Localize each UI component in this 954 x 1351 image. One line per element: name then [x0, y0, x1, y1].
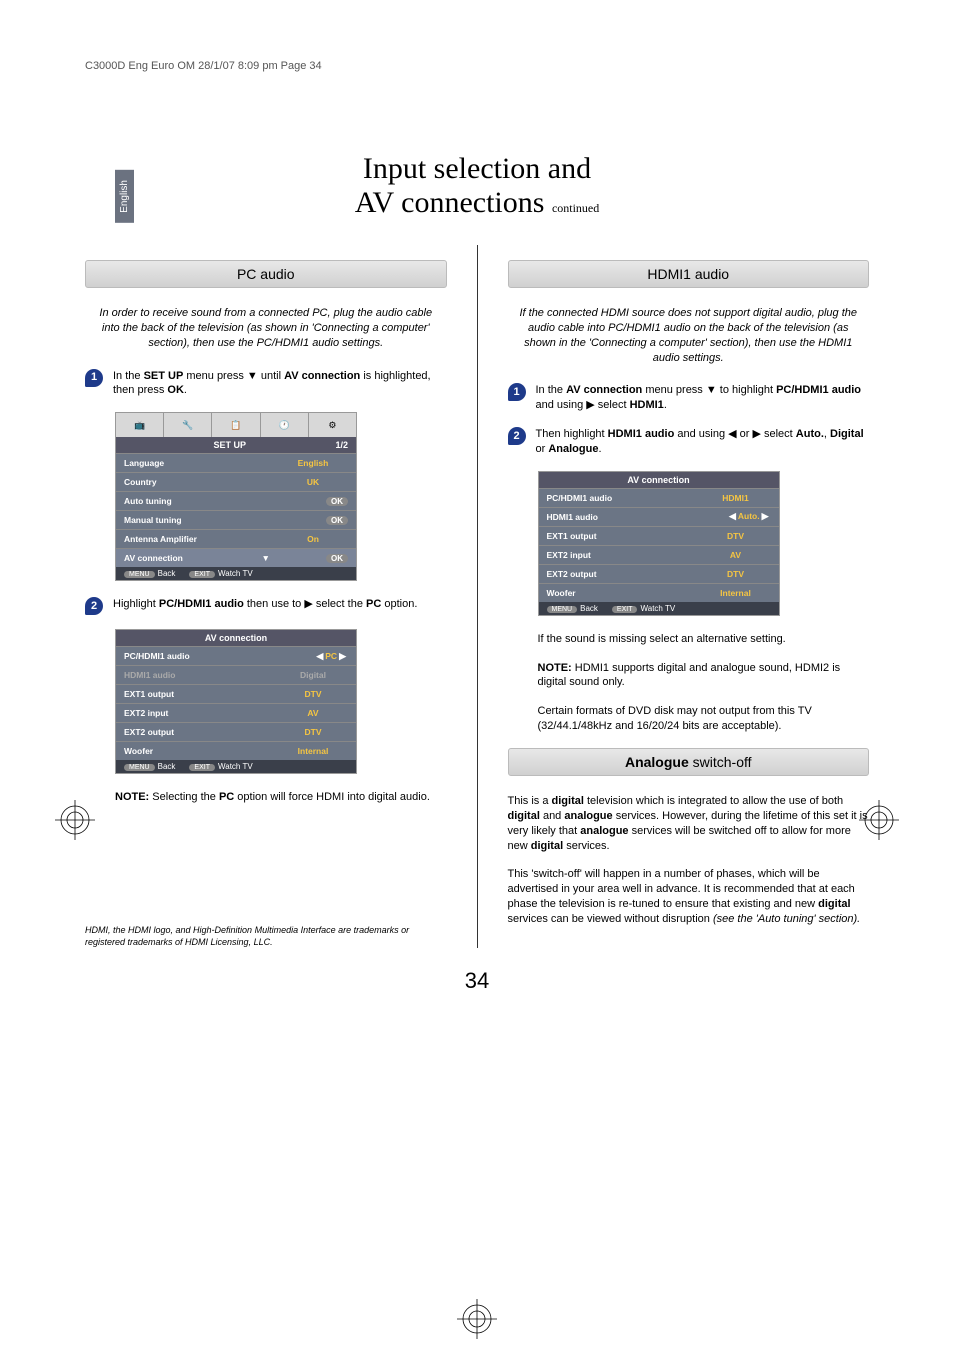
- right-column: HDMI1 audio If the connected HDMI source…: [508, 260, 870, 948]
- osd-row: EXT2 inputAV: [539, 545, 779, 564]
- column-divider: [477, 245, 478, 948]
- title-line-1: Input selection and: [363, 152, 591, 185]
- hdmi1-intro: If the connected HDMI source does not su…: [518, 306, 860, 365]
- osd-footer: MENUBack EXITWatch TV: [116, 760, 356, 773]
- osd-footer: MENUBack EXITWatch TV: [539, 602, 779, 615]
- osd-row: Manual tuningOK: [116, 510, 356, 529]
- osd-row-star: ★ HDMI1 audio◀Auto.▶: [539, 507, 779, 526]
- step-1-right-text: In the AV connection menu press ▼ to hig…: [536, 383, 870, 413]
- osd-row: EXT2 inputAV: [116, 703, 356, 722]
- osd-row: WooferInternal: [539, 583, 779, 602]
- para-dvd-formats: Certain formats of DVD disk may not outp…: [538, 704, 870, 734]
- note-hdmi: NOTE: HDMI1 supports digital and analogu…: [538, 661, 870, 691]
- header-line: C3000D Eng Euro OM 28/1/07 8:09 pm Page …: [85, 60, 869, 72]
- title-line-2: AV connections: [355, 186, 545, 219]
- crop-mark-bottom: [457, 1299, 497, 1339]
- para-analogue-1: This is a digital television which is in…: [508, 794, 870, 853]
- step-2-text: Highlight PC/HDMI1 audio then use to ▶ s…: [113, 597, 417, 615]
- osd-title: AV connection: [116, 630, 356, 646]
- osd-row-selected: AV connection▼OK: [116, 548, 356, 567]
- crop-mark-left: [55, 800, 95, 840]
- step-2-right-text: Then highlight HDMI1 audio and using ◀ o…: [536, 427, 870, 457]
- osd-row: Antenna AmplifierOn: [116, 529, 356, 548]
- page-title: Input selection and AV connections conti…: [85, 152, 869, 220]
- osd-row: WooferInternal: [116, 741, 356, 760]
- osd-row: EXT1 outputDTV: [539, 526, 779, 545]
- osd-row: PC/HDMI1 audio◀PC▶: [116, 646, 356, 665]
- para-missing-sound: If the sound is missing select an altern…: [538, 632, 870, 647]
- osd-row: CountryUK: [116, 472, 356, 491]
- osd-row: EXT2 outputDTV: [116, 722, 356, 741]
- osd-row: EXT1 outputDTV: [116, 684, 356, 703]
- step-badge-2: 2: [508, 427, 526, 445]
- osd-tab-icon: 📋: [212, 413, 260, 437]
- osd-tab-icon: 🔧: [164, 413, 212, 437]
- osd-row: EXT2 outputDTV: [539, 564, 779, 583]
- language-tab: English: [115, 170, 134, 223]
- step-1-text: In the SET UP menu press ▼ until AV conn…: [113, 369, 447, 399]
- step-1: 1 In the SET UP menu press ▼ until AV co…: [85, 369, 447, 399]
- pc-audio-intro: In order to receive sound from a connect…: [95, 306, 437, 351]
- osd-tabs: 📺 🔧 📋 🕐 ⚙: [116, 413, 356, 437]
- section-analogue-switchoff: Analogue switch-off: [508, 748, 870, 776]
- step-2-right: 2 Then highlight HDMI1 audio and using ◀…: [508, 427, 870, 457]
- osd-av-connection-left: AV connection PC/HDMI1 audio◀PC▶ HDMI1 a…: [115, 629, 357, 774]
- osd-tab-icon: ⚙: [309, 413, 356, 437]
- title-continued: continued: [552, 201, 599, 215]
- step-badge-2: 2: [85, 597, 103, 615]
- hdmi-footnote: HDMI, the HDMI logo, and High-Definition…: [85, 925, 447, 948]
- osd-tab-icon: 🕐: [261, 413, 309, 437]
- osd-title: SET UP 1/2: [116, 437, 356, 453]
- page-number: 34: [85, 968, 869, 994]
- note-pc: NOTE: Selecting the PC option will force…: [115, 790, 447, 805]
- step-badge-1: 1: [85, 369, 103, 387]
- osd-row: Auto tuningOK: [116, 491, 356, 510]
- para-analogue-2: This 'switch-off' will happen in a numbe…: [508, 867, 870, 926]
- osd-row: LanguageEnglish: [116, 453, 356, 472]
- crop-mark-right: [859, 800, 899, 840]
- step-badge-1: 1: [508, 383, 526, 401]
- section-pc-audio: PC audio: [85, 260, 447, 288]
- section-hdmi1-audio: HDMI1 audio: [508, 260, 870, 288]
- star-icon: ★: [517, 507, 531, 527]
- osd-footer: MENUBack EXITWatch TV: [116, 567, 356, 580]
- step-1-right: 1 In the AV connection menu press ▼ to h…: [508, 383, 870, 413]
- osd-title: AV connection: [539, 472, 779, 488]
- left-column: PC audio In order to receive sound from …: [85, 260, 447, 948]
- osd-setup: 📺 🔧 📋 🕐 ⚙ SET UP 1/2 LanguageEnglish Cou…: [115, 412, 357, 581]
- osd-row: PC/HDMI1 audioHDMI1: [539, 488, 779, 507]
- step-2: 2 Highlight PC/HDMI1 audio then use to ▶…: [85, 597, 447, 615]
- osd-av-connection-right: AV connection PC/HDMI1 audioHDMI1 ★ HDMI…: [538, 471, 780, 616]
- osd-tab-icon: 📺: [116, 413, 164, 437]
- osd-row-dim: HDMI1 audioDigital: [116, 665, 356, 684]
